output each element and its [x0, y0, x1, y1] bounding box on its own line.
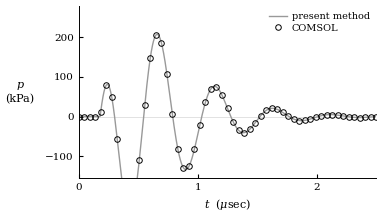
Legend: present method, COMSOL: present method, COMSOL: [267, 10, 372, 35]
present method: [208, 88, 213, 91]
COMSOL: [126, 210, 131, 213]
Y-axis label: $p$
(kPa): $p$ (kPa): [6, 80, 35, 104]
present method: [282, 112, 286, 114]
COMSOL: [137, 159, 142, 162]
COMSOL: [352, 116, 357, 119]
COMSOL: [374, 115, 379, 118]
present method: [76, 115, 81, 118]
Line: present method: present method: [79, 34, 376, 213]
present method: [314, 116, 319, 118]
COMSOL: [369, 116, 373, 118]
COMSOL: [109, 96, 114, 98]
Line: COMSOL: COMSOL: [76, 32, 379, 215]
present method: [197, 125, 202, 127]
present method: [309, 118, 314, 120]
present method: [127, 211, 132, 214]
COMSOL: [159, 41, 163, 44]
COMSOL: [154, 34, 158, 36]
COMSOL: [76, 115, 81, 118]
present method: [155, 33, 159, 36]
present method: [107, 85, 111, 88]
present method: [374, 115, 379, 118]
X-axis label: $t$  ($\mu$sec): $t$ ($\mu$sec): [204, 198, 251, 213]
COMSOL: [197, 123, 202, 126]
